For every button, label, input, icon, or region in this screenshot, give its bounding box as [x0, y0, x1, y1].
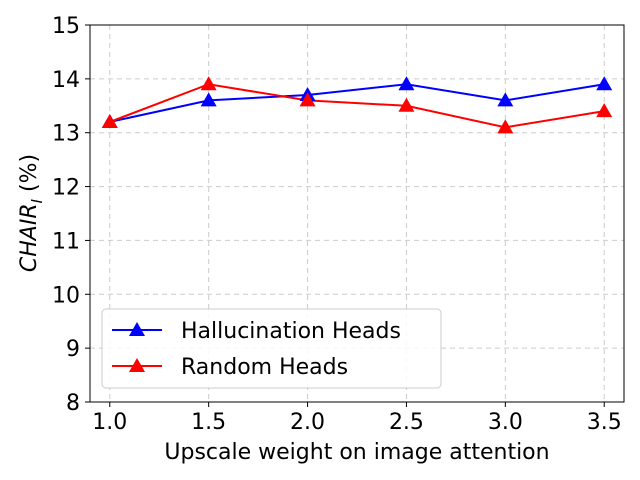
series-markers	[101, 76, 613, 134]
y-tick-label: 13	[52, 122, 80, 147]
y-axis-label-main: CHAIR	[17, 203, 42, 272]
y-tick-label: 8	[66, 391, 80, 416]
data-point-random-heads	[200, 76, 217, 91]
data-point-random-heads	[299, 92, 316, 107]
legend-triangle-icon-hallucination-heads	[129, 322, 145, 336]
plot-area-frame	[89, 24, 625, 403]
legend: Hallucination Heads Random Heads	[101, 308, 442, 389]
x-tick-label: 1.0	[92, 410, 127, 435]
y-tick-label: 15	[52, 14, 80, 39]
data-point-random-heads	[398, 97, 415, 112]
legend-box	[101, 308, 442, 389]
data-point-hallucination-heads	[497, 92, 514, 107]
y-axis-label-sub: I	[28, 198, 46, 203]
y-tick-label: 11	[52, 229, 80, 254]
x-tick-label: 2.0	[290, 410, 325, 435]
y-axis-label: CHAIRI (%)	[17, 154, 46, 272]
legend-label-random-heads: Random Heads	[181, 355, 348, 380]
legend-label-hallucination-heads: Hallucination Heads	[181, 319, 401, 344]
series-line-hallucination-heads	[109, 83, 605, 123]
y-tick-label: 14	[52, 68, 80, 93]
series-lines	[109, 83, 605, 129]
y-axis-ticks: 8 9 10 11 12 13 14 15	[52, 14, 90, 416]
data-point-random-heads	[596, 103, 613, 118]
x-tick-label: 3.5	[587, 410, 622, 435]
y-tick-label: 12	[52, 176, 80, 201]
data-point-hallucination-heads	[200, 92, 217, 107]
x-tick-label: 3.0	[488, 410, 523, 435]
y-tick-label: 10	[52, 283, 80, 308]
x-axis-ticks: 1.0 1.5 2.0 2.5 3.0 3.5	[92, 402, 622, 435]
x-tick-label: 2.5	[389, 410, 424, 435]
data-point-random-heads	[101, 113, 118, 128]
y-axis-label-unit: (%)	[17, 154, 42, 199]
legend-triangle-icon-random-heads	[129, 358, 145, 372]
series-line-random-heads	[109, 83, 605, 129]
data-point-hallucination-heads	[596, 76, 613, 91]
x-axis-label: Upscale weight on image attention	[164, 440, 549, 465]
legend-entry-hallucination-heads: Hallucination Heads	[112, 319, 401, 344]
x-tick-label: 1.5	[191, 410, 226, 435]
data-point-hallucination-heads	[398, 76, 415, 91]
data-point-random-heads	[497, 119, 514, 134]
legend-entry-random-heads: Random Heads	[112, 355, 348, 380]
y-tick-label: 9	[66, 337, 80, 362]
